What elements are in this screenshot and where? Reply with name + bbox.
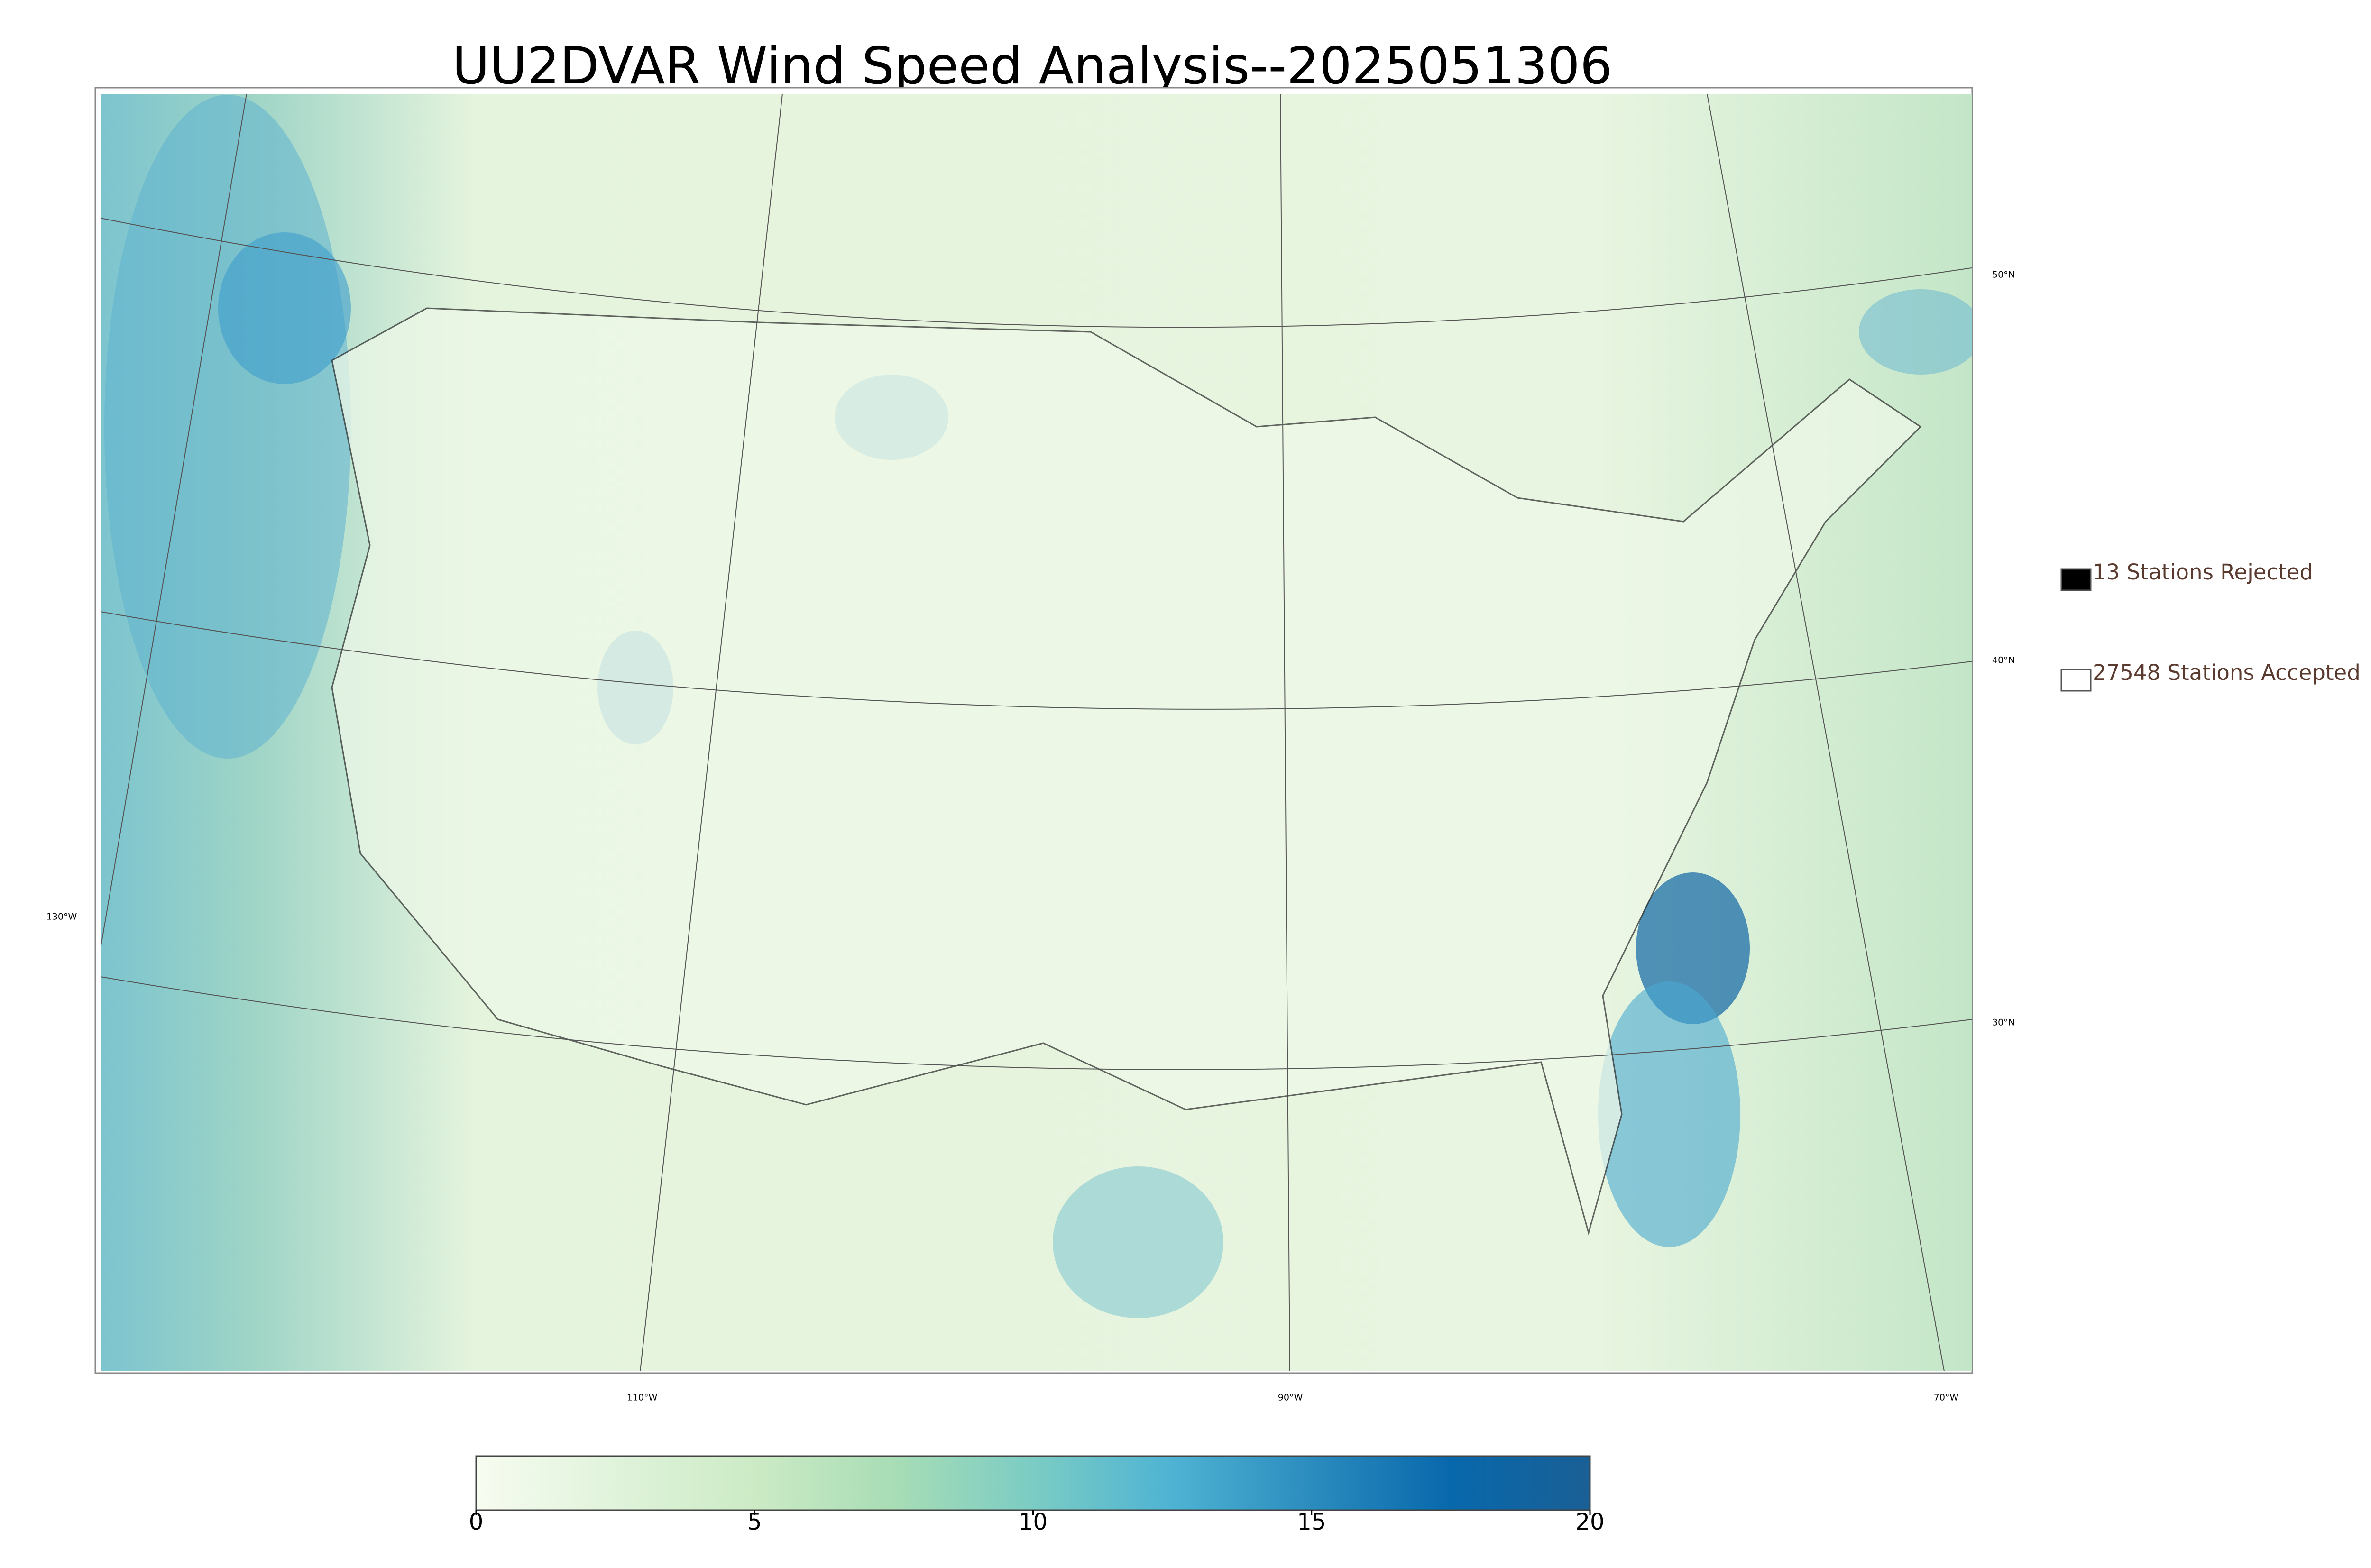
- lon-label: 70°W: [1934, 1393, 1959, 1403]
- legend-swatch: [2060, 669, 2092, 692]
- lon-label: 90°W: [1278, 1393, 1303, 1403]
- lon-label: 110°W: [627, 1393, 658, 1403]
- lat-label: 50°N: [1992, 270, 2015, 280]
- colorbar-tick-label: 10: [1019, 1509, 1048, 1535]
- lat-label: 30°N: [1992, 1018, 2015, 1028]
- legend: 13 Stations Rejected 27548 Stations Accep…: [2060, 559, 2361, 692]
- legend-swatch: [2060, 568, 2092, 591]
- colorbar-tick-label: 20: [1575, 1509, 1604, 1535]
- colorbar: 0 5 10 15 20: [469, 1455, 1605, 1535]
- lon-label: 130°W: [46, 912, 77, 922]
- lat-label: 40°N: [1992, 655, 2015, 666]
- colorbar-tick-label: 0: [469, 1509, 484, 1535]
- colorbar-tick-label: 5: [747, 1509, 762, 1535]
- title: UU2DVAR Wind Speed Analysis--2025051306: [452, 37, 1613, 96]
- map-field: [101, 94, 1972, 1371]
- legend-label: 13 Stations Rejected: [2093, 559, 2313, 585]
- map: [94, 87, 1973, 1374]
- colorbar-tick-label: 15: [1297, 1509, 1326, 1535]
- legend-label: 27548 Stations Accepted: [2093, 660, 2361, 685]
- colorbar-ramp: [475, 1455, 1591, 1511]
- graticule-labels: 50°N 40°N 30°N 130°W 110°W 90°W 70°W: [46, 270, 2015, 1403]
